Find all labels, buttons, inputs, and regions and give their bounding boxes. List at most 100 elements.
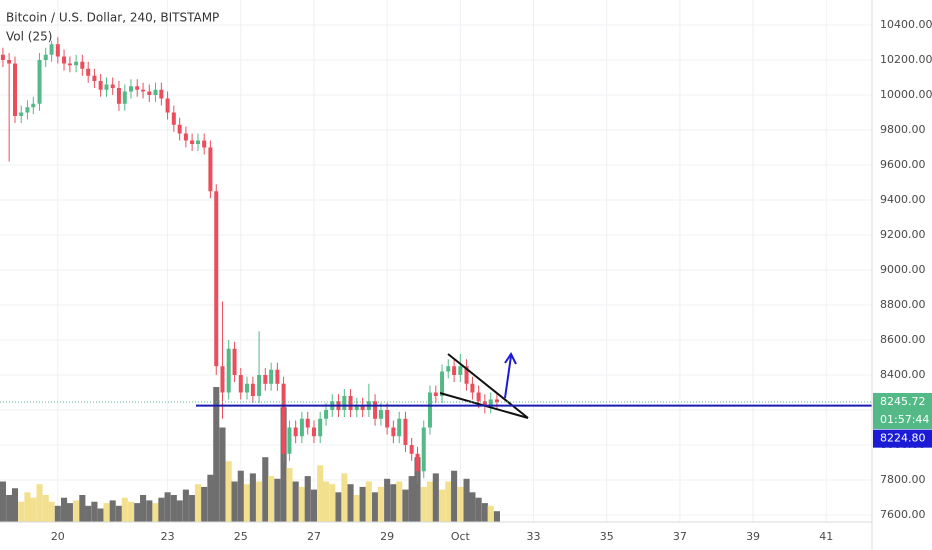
y-tick-label: 9000.00 [880,263,926,276]
candle-body [433,392,438,396]
volume-bar [85,505,92,522]
chart-title: Bitcoin / U.S. Dollar, 240, BITSTAMP [6,11,219,25]
volume-bar [414,457,421,522]
candle-body [244,383,249,393]
volume-bar [396,481,403,522]
x-tick-label: 25 [234,530,248,543]
candle-body [116,88,121,104]
candle-body [378,410,383,419]
volume-bar [24,492,31,522]
candle-body [275,369,280,384]
candle-body [482,401,487,407]
candle-body [391,427,396,437]
x-tick-label: 20 [51,530,65,543]
volume-bar [341,473,348,522]
last-price-label: 8245.72 [880,395,926,408]
candle-body [104,84,109,90]
candle-body [7,60,12,64]
y-tick-label: 7800.00 [880,473,926,486]
volume-bar [408,476,415,522]
volume-bar [292,481,299,522]
volume-bar [390,484,397,522]
candle-body [440,371,445,396]
y-tick-label: 9800.00 [880,123,926,136]
x-tick-label: 39 [746,530,760,543]
volume-bar [493,511,500,522]
candle-body [220,366,225,393]
candle-body [190,140,195,144]
volume-bar [11,488,19,522]
volume-bar [170,495,177,522]
candle-body [165,98,170,113]
candle-body [427,392,432,428]
candle-body [263,375,268,384]
candle-body [13,63,18,116]
countdown-box [873,410,932,429]
candle-body [208,147,213,192]
candle-body [135,86,140,90]
volume-bar [6,495,13,522]
y-tick-label: 9200.00 [880,228,926,241]
candle-body [25,107,30,113]
volume-bar [73,500,80,522]
volume-bar [268,476,275,522]
volume-bar [225,461,232,522]
candle-body [299,418,304,437]
volume-bar [384,478,391,522]
volume-bar [115,505,122,522]
volume-bar [213,387,220,522]
volume-bar [304,476,311,522]
candle-body [494,399,499,402]
candle-body [397,418,402,437]
y-tick-label: 10000.00 [880,88,932,101]
volume-bar [66,503,73,522]
candle-body [37,60,42,104]
volume-bar [420,486,427,522]
candle-body [92,75,97,81]
candle-body [226,348,231,393]
candle-body [415,453,420,472]
candle-body [177,124,182,134]
candle-body [385,410,390,428]
volume-bar [262,457,269,522]
volume-bar [176,500,183,522]
volume-bar [469,492,476,522]
indicator-label: Vol (25) [6,30,52,44]
candle-body [232,348,237,375]
volume-bar [134,503,141,522]
volume-bar [189,495,196,522]
volume-bar [194,484,202,522]
volume-bar [48,501,55,522]
volume-bar [237,470,244,522]
candle-body [403,418,408,445]
volume-bar [243,484,251,522]
candle-body [62,56,67,64]
candle-body [488,399,493,407]
candle-body [324,410,329,419]
candle-body [159,89,164,99]
volume-bar [481,503,488,522]
arrow-head [504,352,517,365]
candle-body [458,366,463,375]
volume-bar [402,489,409,522]
volume-bar [317,465,324,522]
volume-bar [335,492,342,522]
volume-bar [91,501,98,522]
x-tick-label: 27 [307,530,321,543]
volume-bar [256,481,263,522]
volume-bar [487,505,494,522]
candle-body [43,54,48,60]
volume-bar [231,481,238,522]
volume-bar [30,497,37,522]
volume-bar [109,500,116,522]
candle-body [122,91,127,104]
volume-bar [146,500,153,522]
volume-bar [201,486,208,522]
x-tick-label: 33 [527,530,541,543]
volume-bar [426,481,434,522]
candle-layer [0,37,499,484]
candle-body [409,445,414,454]
volume-bar [432,473,439,522]
